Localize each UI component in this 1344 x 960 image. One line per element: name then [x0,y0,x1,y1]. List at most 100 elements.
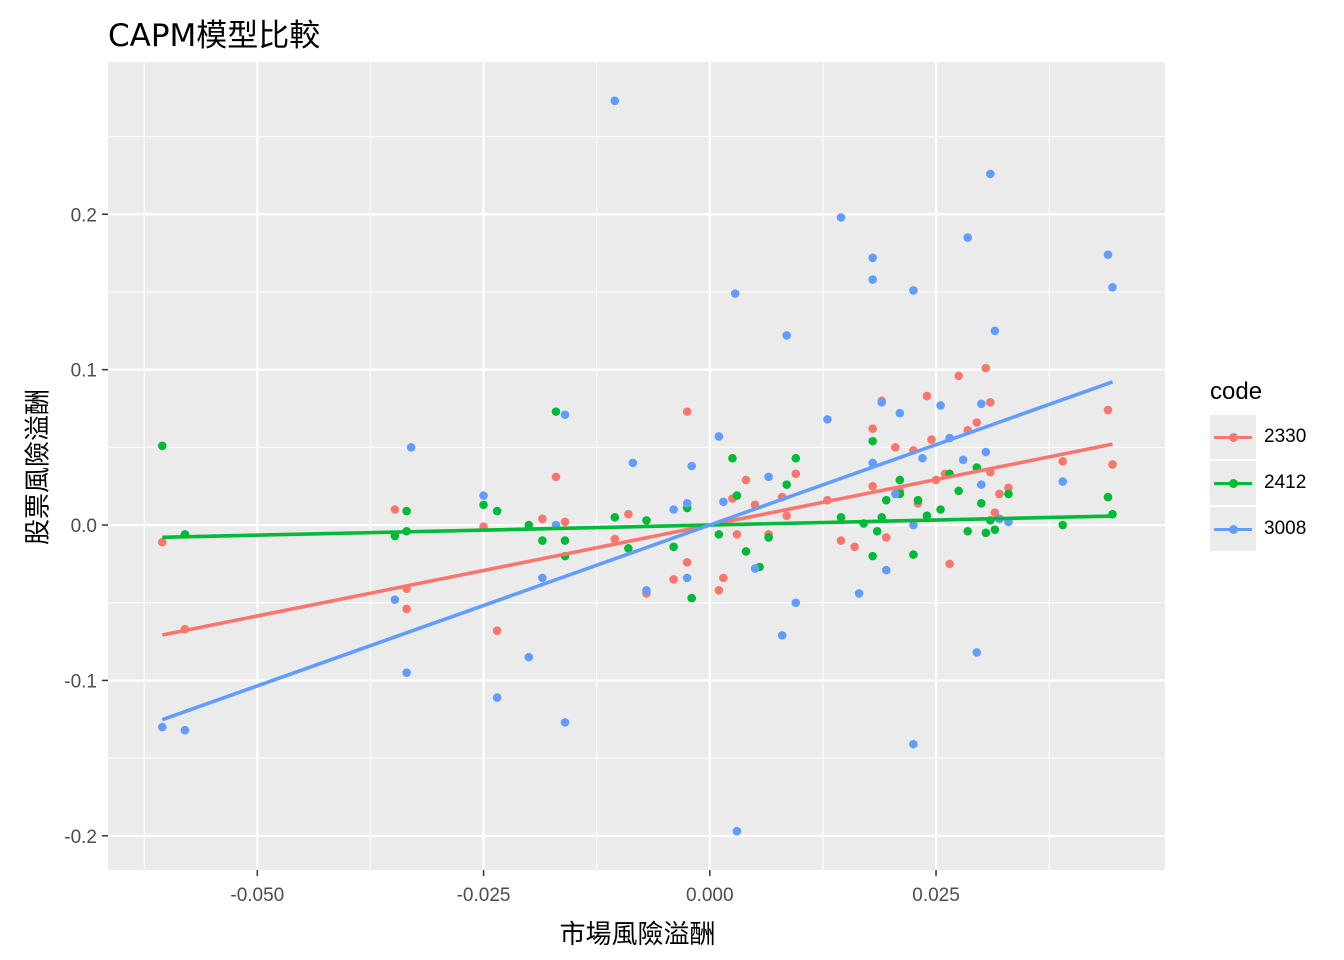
legend-key-2330 [1210,415,1256,459]
legend-key-2412 [1210,461,1256,505]
point-2330-32 [881,533,891,542]
point-3008-50 [986,169,995,179]
point-2330-44 [972,418,982,427]
point-2412-19 [728,453,737,463]
point-2330-38 [927,435,936,444]
point-2412-33 [895,475,905,485]
y-tick-label: 0.0 [71,516,97,537]
point-2330-52 [1103,405,1113,415]
point-3008-41 [918,453,927,463]
point-2330-45 [981,363,991,373]
point-2330-46 [986,397,995,407]
point-2412-20 [732,491,742,500]
point-3008-19 [714,432,724,441]
point-3008-4 [402,668,411,677]
point-2412-44 [981,528,991,538]
point-2330-27 [836,536,846,545]
point-3008-24 [764,472,773,482]
point-2412-12 [610,512,620,522]
point-3008-38 [909,286,918,295]
point-3008-17 [682,573,692,583]
point-2412-24 [782,480,792,489]
point-2412-28 [868,436,877,446]
point-3008-26 [782,331,792,340]
x-tick-label: -0.050 [230,885,284,906]
point-2412-0 [157,441,167,451]
point-3008-12 [610,96,620,106]
point-2330-51 [1058,457,1068,466]
point-3008-0 [157,722,167,732]
legend-title: code [1210,378,1263,405]
point-2412-15 [669,542,678,552]
point-2412-10 [560,536,570,545]
point-3008-5 [479,491,488,500]
point-3008-54 [1058,477,1068,486]
point-2412-48 [1004,489,1013,499]
point-2330-25 [791,469,801,479]
point-2330-2 [390,505,400,514]
point-3008-11 [560,718,570,727]
point-2412-14 [642,516,651,525]
point-2330-6 [492,626,502,636]
point-3008-51 [990,326,1000,336]
point-3008-44 [958,455,968,465]
y-tick-label: 0.1 [71,361,97,382]
point-2330-49 [995,489,1004,499]
point-2412-9 [551,407,561,416]
x-axis-ticks: -0.050 -0.025 0.000 0.025 [230,870,960,906]
point-3008-31 [868,253,877,263]
x-tick-label: 0.000 [686,885,734,906]
point-2412-4 [402,506,411,516]
point-2330-29 [868,424,877,434]
point-3008-18 [687,461,697,471]
y-axis-ticks: -0.2 -0.1 0.0 0.1 0.2 [64,205,108,848]
point-3008-2 [390,595,400,604]
legend-item-2330: 2330 [1210,414,1306,460]
point-3008-15 [669,505,678,514]
fit-line-2412 [162,514,1113,540]
point-3008-13 [628,458,638,468]
point-3008-30 [854,589,864,598]
legend: code 2330 2412 3008 [1210,378,1306,552]
legend-label-2412: 2412 [1264,472,1307,493]
point-2330-28 [850,542,859,552]
point-3008-36 [891,489,900,499]
point-2330-13 [669,575,678,584]
point-2330-15 [682,558,692,567]
point-2330-11 [624,509,633,519]
point-2412-35 [909,550,918,559]
point-3008-23 [750,564,760,573]
point-3008-48 [976,480,986,489]
point-2330-53 [1108,460,1117,469]
point-2330-37 [922,391,932,401]
point-2412-5 [479,500,488,510]
point-3008-32 [868,275,877,284]
point-3008-27 [791,598,801,608]
fit-line-2330 [161,442,1113,637]
point-2330-33 [891,443,900,452]
point-3008-47 [976,399,986,409]
point-2330-14 [682,407,692,416]
point-3008-25 [777,631,787,640]
point-2412-32 [881,495,891,505]
point-2330-0 [157,537,167,547]
y-tick-label: -0.2 [64,827,97,848]
point-2412-43 [976,498,986,508]
point-3008-8 [538,573,547,583]
point-2330-50 [1004,483,1013,493]
grid-minor [108,62,1165,870]
legend-item-3008: 3008 [1210,506,1306,552]
y-tick-label: -0.1 [64,671,97,692]
plot-panel [108,62,1165,870]
point-2412-25 [791,453,801,463]
point-3008-39 [909,739,918,749]
point-3008-34 [877,397,887,407]
point-2412-49 [1058,520,1068,530]
point-2330-7 [538,514,547,524]
point-2412-46 [990,525,1000,535]
point-2412-41 [963,526,973,536]
legend-label-2330: 2330 [1264,426,1307,447]
point-2330-48 [990,508,1000,517]
point-2330-16 [714,586,724,595]
point-2330-4 [402,604,411,614]
